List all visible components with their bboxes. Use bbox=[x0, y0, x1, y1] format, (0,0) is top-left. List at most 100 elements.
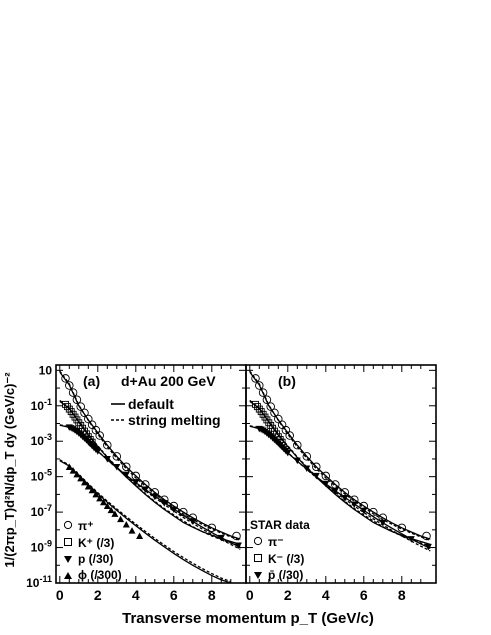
panel-a-marker-legend: π⁺ K⁺ (/3) p (/30) ϕ (/300) bbox=[63, 519, 122, 582]
legend-k-minus-marker bbox=[254, 554, 262, 562]
panel-a-circle-point bbox=[76, 402, 85, 411]
panel-b-square-point bbox=[255, 405, 263, 413]
legend-pi-minus-label: π⁻ bbox=[268, 535, 284, 549]
panel-a-x-tick-label: 2 bbox=[94, 587, 102, 603]
panel-a-triangle-up-point bbox=[84, 482, 92, 490]
panel-a-circle-point bbox=[68, 388, 78, 397]
panel-b-x-tick-label: 6 bbox=[360, 587, 368, 603]
panel-b: (b) STAR data π⁻ K⁻ (/3) p̄ (/30) bbox=[245, 364, 437, 584]
panel-a-square-point bbox=[63, 403, 71, 411]
panel-b-circle-point bbox=[251, 374, 260, 383]
panel-b-circle-point bbox=[274, 414, 283, 424]
panel-b-frame bbox=[245, 364, 437, 584]
panel-a-circle-point bbox=[65, 381, 74, 390]
panel-a-triangle-up-point bbox=[92, 490, 100, 498]
panel-a-square-point bbox=[65, 405, 73, 413]
panel-a-circle-point bbox=[207, 523, 217, 533]
panel-b-circle-point bbox=[369, 507, 378, 517]
panel-b-circle-point bbox=[302, 452, 312, 461]
panel-a-x-tick-label: 0 bbox=[56, 587, 64, 603]
y-tick-label: 10-3 bbox=[31, 432, 52, 448]
star-data-label: STAR data bbox=[250, 518, 310, 532]
panel-b-string-melting-curve-π bbox=[249, 370, 431, 542]
y-tick-label: 10-7 bbox=[31, 503, 52, 519]
panel-a-x-tick-label: 8 bbox=[208, 587, 216, 603]
panel-b-circle-point bbox=[255, 381, 264, 390]
panel-b-circle-point bbox=[266, 402, 275, 411]
panel-b-x-tick-label: 2 bbox=[284, 587, 292, 603]
legend-pi-plus-marker bbox=[63, 520, 73, 530]
panel-a-triangle-up-point bbox=[122, 520, 130, 528]
panel-b-circle-point bbox=[321, 471, 331, 481]
panel-b-circle-point bbox=[262, 395, 272, 404]
panel-b-circle-point bbox=[258, 388, 268, 397]
panel-b-circle-point bbox=[285, 431, 294, 440]
legend-proton-label: p (/30) bbox=[78, 552, 113, 566]
line-legend: default string melting bbox=[111, 396, 221, 428]
panel-a-circle-point bbox=[95, 431, 104, 440]
panel-a-circle-point bbox=[72, 395, 82, 404]
legend-proton-marker bbox=[64, 556, 72, 563]
panel-a-circle-point bbox=[61, 374, 70, 383]
panel-b-string-melting-curve-pbar bbox=[249, 425, 431, 552]
panel-a-plot-area bbox=[56, 365, 246, 584]
panel-a-triangle-up-point bbox=[136, 532, 144, 539]
panel-a-circle-point bbox=[122, 462, 131, 472]
x-tick-labels: 0 2 4 6 8 0 2 4 6 8 bbox=[56, 587, 406, 603]
panel-a-string-melting-curve-π bbox=[59, 370, 241, 542]
panel-a-triangle-up-point bbox=[103, 502, 111, 510]
panel-b-tag: (b) bbox=[278, 373, 296, 389]
y-tick-label: 10-9 bbox=[31, 539, 52, 555]
y-tick-label: 10-1 bbox=[31, 397, 52, 413]
panel-b-plot-area bbox=[246, 365, 436, 584]
panel-a-string-melting-curve-K bbox=[59, 399, 241, 547]
panel-b-x-tick-label: 8 bbox=[398, 587, 406, 603]
panel-a: (a) d+Au 200 GeV default string melting … bbox=[55, 364, 247, 584]
panel-a-circle-point bbox=[112, 452, 122, 461]
panel-b-square-point bbox=[253, 403, 261, 411]
panel-b-x-tick-label: 0 bbox=[246, 587, 254, 603]
panel-a-default-curve-π bbox=[59, 371, 241, 540]
panel-a-triangle-up-point bbox=[88, 486, 96, 494]
panel-a-circle-point bbox=[80, 408, 89, 418]
panel-b-circle-point bbox=[397, 523, 407, 533]
panel-a-circle-point bbox=[84, 414, 93, 424]
x-axis-title: Transverse momentum p_T (GeV/c) bbox=[122, 610, 374, 627]
panel-b-circle-point bbox=[312, 462, 321, 472]
legend-pi-minus-marker bbox=[253, 536, 263, 546]
legend-phi-label: ϕ (/300) bbox=[78, 568, 122, 582]
y-tick-label: 10-11 bbox=[26, 574, 52, 590]
panel-b-x-tick-label: 4 bbox=[322, 587, 330, 603]
panel-a-triangle-up-point bbox=[96, 494, 104, 502]
panel-a-triangle-up-point bbox=[111, 510, 119, 517]
legend-antiproton-label: p̄ (/30) bbox=[268, 568, 303, 582]
legend-default-label: default bbox=[128, 396, 174, 412]
panel-b-marker-legend: STAR data π⁻ K⁻ (/3) p̄ (/30) bbox=[250, 518, 310, 582]
panel-a-default-curve-phi bbox=[59, 460, 232, 584]
panel-a-string-melting-curve-p bbox=[59, 424, 241, 550]
y-tick-labels: 10 10-1 10-3 10-5 10-7 10-9 10-11 bbox=[26, 363, 52, 590]
y-axis-title: 1/(2πp_T)d²N/dp_T dy (GeV/c)⁻² bbox=[2, 372, 17, 568]
panel-a-triangle-up-point bbox=[128, 527, 136, 534]
panel-a-triangle-up-point bbox=[100, 498, 107, 506]
panel-a-triangle-up-point bbox=[107, 506, 115, 514]
legend-pi-plus-label: π⁺ bbox=[78, 519, 94, 533]
panel-a-triangle-up-point bbox=[117, 515, 125, 523]
panel-a-square-point bbox=[62, 400, 69, 408]
legend-phi-marker bbox=[64, 572, 72, 579]
panel-a-x-tick-label: 4 bbox=[132, 587, 140, 603]
panel-a-tag: (a) bbox=[83, 373, 100, 389]
legend-antiproton-marker bbox=[254, 572, 262, 579]
legend-string-melting-label: string melting bbox=[128, 412, 221, 428]
panel-b-default-curve-π bbox=[249, 371, 431, 540]
panel-b-circle-point bbox=[293, 440, 302, 450]
panel-a-x-tick-label: 6 bbox=[170, 587, 178, 603]
panel-b-circle-point bbox=[270, 408, 279, 418]
panel-b-square-point bbox=[252, 400, 259, 408]
panel-a-circle-point bbox=[103, 440, 112, 450]
y-tick-label: 10 bbox=[39, 363, 53, 377]
panel-a-triangle-up-point bbox=[81, 478, 88, 486]
panel-b-string-melting-curve-K bbox=[249, 399, 431, 547]
panel-a-string-melting-curve-phi bbox=[59, 459, 232, 583]
